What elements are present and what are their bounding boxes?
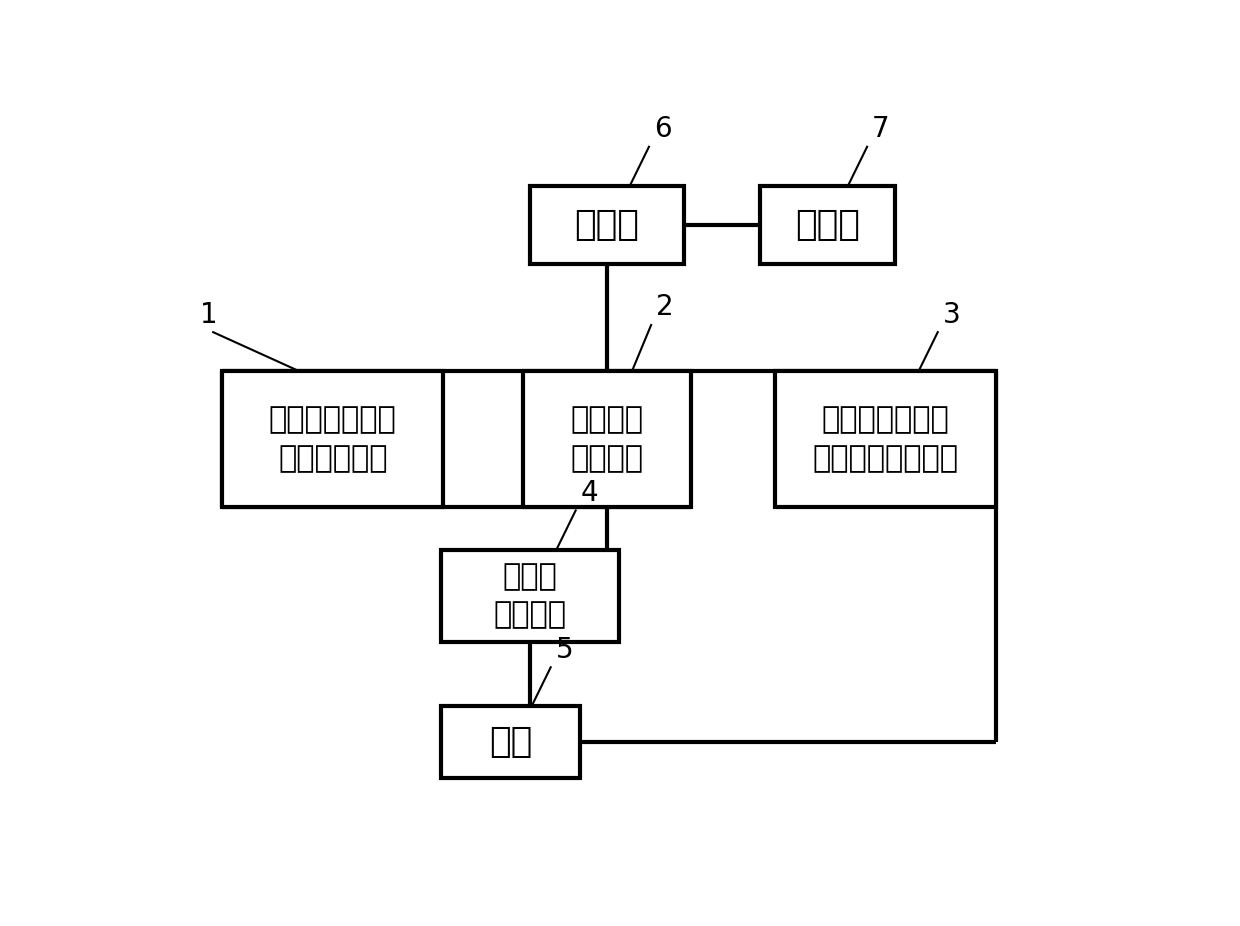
Bar	[529, 186, 683, 265]
Bar	[775, 371, 996, 507]
Text: 角膜: 角膜	[489, 725, 532, 759]
Text: 处理机: 处理机	[574, 208, 639, 243]
Bar	[441, 707, 580, 778]
Text: 可切换式非接触
眼压测量校正系统: 可切换式非接触 眼压测量校正系统	[812, 406, 959, 472]
Text: 6: 6	[653, 115, 671, 144]
Text: 透红外
玻璃平片: 透红外 玻璃平片	[494, 562, 567, 630]
Bar	[522, 371, 691, 507]
Text: 7: 7	[872, 115, 889, 144]
Text: 2: 2	[656, 294, 673, 321]
Bar	[760, 186, 895, 265]
Text: 1: 1	[201, 301, 218, 329]
Text: 4: 4	[580, 479, 598, 507]
Bar	[441, 550, 619, 643]
Text: 3: 3	[942, 301, 960, 329]
Text: 眼前节光学相干
层析成像系统: 眼前节光学相干 层析成像系统	[269, 406, 397, 472]
Bar	[222, 371, 444, 507]
Text: 显示器: 显示器	[795, 208, 861, 243]
Text: 5: 5	[556, 636, 573, 664]
Text: 气介超声
发射系统: 气介超声 发射系统	[570, 406, 644, 472]
